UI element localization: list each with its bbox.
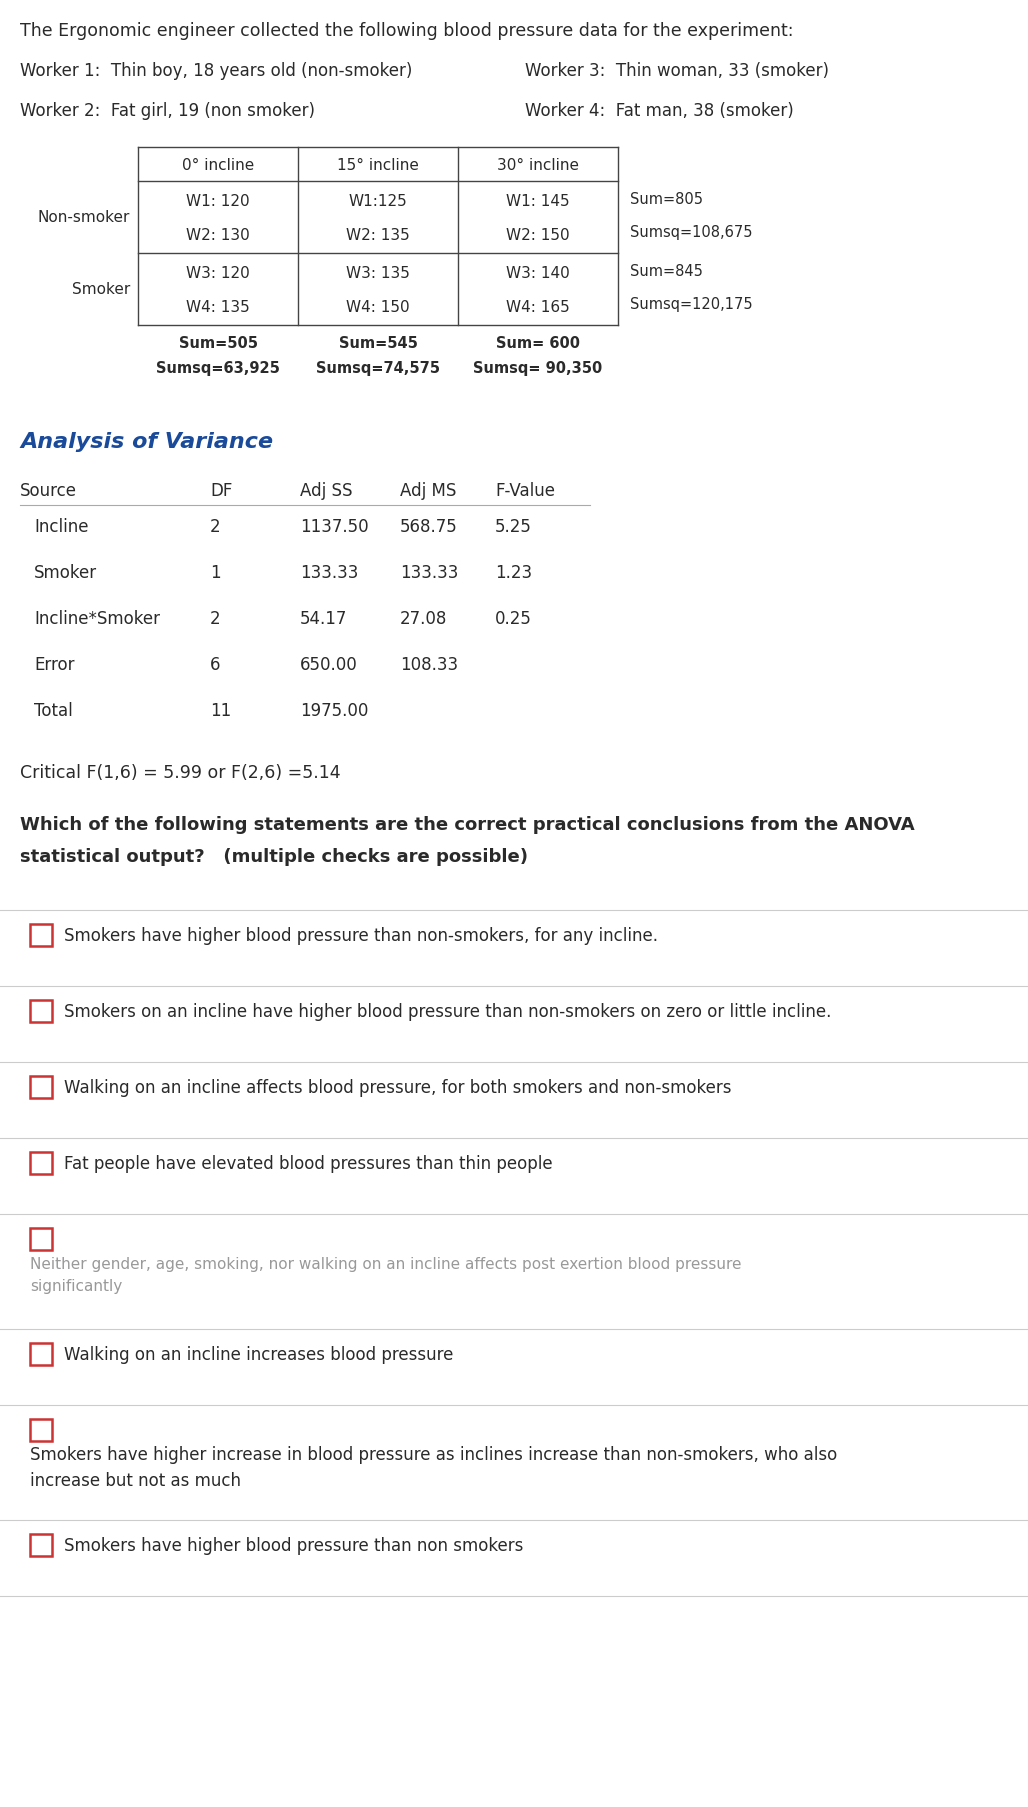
Text: Analysis of Variance: Analysis of Variance <box>20 432 273 452</box>
Text: Adj SS: Adj SS <box>300 482 353 501</box>
Text: Fat people have elevated blood pressures than thin people: Fat people have elevated blood pressures… <box>64 1155 553 1173</box>
Text: statistical output?   (multiple checks are possible): statistical output? (multiple checks are… <box>20 847 528 866</box>
Text: The Ergonomic engineer collected the following blood pressure data for the exper: The Ergonomic engineer collected the fol… <box>20 22 794 40</box>
Text: 650.00: 650.00 <box>300 656 358 674</box>
Text: W2: 135: W2: 135 <box>346 228 410 242</box>
Text: Which of the following statements are the correct practical conclusions from the: Which of the following statements are th… <box>20 815 915 833</box>
Text: 5.25: 5.25 <box>495 519 531 535</box>
Text: Worker 4:  Fat man, 38 (smoker): Worker 4: Fat man, 38 (smoker) <box>525 101 794 119</box>
Text: 15° incline: 15° incline <box>337 157 419 172</box>
Bar <box>30 1418 52 1442</box>
Text: Worker 2:  Fat girl, 19 (non smoker): Worker 2: Fat girl, 19 (non smoker) <box>20 101 315 119</box>
Text: 1137.50: 1137.50 <box>300 519 369 535</box>
Text: Sum=805: Sum=805 <box>630 192 703 208</box>
Text: Sum= 600: Sum= 600 <box>495 336 580 351</box>
Text: Smokers have higher increase in blood pressure as inclines increase than non-smo: Smokers have higher increase in blood pr… <box>30 1446 837 1489</box>
Bar <box>30 1001 52 1023</box>
Text: W1: 145: W1: 145 <box>506 193 570 208</box>
Bar <box>30 1077 52 1099</box>
Text: W3: 135: W3: 135 <box>346 266 410 280</box>
Text: Sum=505: Sum=505 <box>179 336 257 351</box>
Text: W2: 150: W2: 150 <box>506 228 570 242</box>
Text: Sumsq=120,175: Sumsq=120,175 <box>630 296 752 311</box>
Text: Smoker: Smoker <box>34 564 97 582</box>
Text: W4: 135: W4: 135 <box>186 300 250 314</box>
Text: 30° incline: 30° incline <box>497 157 579 172</box>
Text: Sum=845: Sum=845 <box>630 264 703 280</box>
Text: 0° incline: 0° incline <box>182 157 254 172</box>
Text: 133.33: 133.33 <box>300 564 359 582</box>
Text: Sumsq=74,575: Sumsq=74,575 <box>316 360 440 376</box>
Text: DF: DF <box>210 482 232 501</box>
Text: W4: 150: W4: 150 <box>346 300 410 314</box>
Text: Source: Source <box>20 482 77 501</box>
Text: W3: 140: W3: 140 <box>506 266 570 280</box>
Text: 1975.00: 1975.00 <box>300 701 368 719</box>
Text: W4: 165: W4: 165 <box>506 300 570 314</box>
Text: 2: 2 <box>210 519 221 535</box>
Text: 27.08: 27.08 <box>400 609 447 627</box>
Text: 1: 1 <box>210 564 221 582</box>
Bar <box>30 1229 52 1250</box>
Text: W1:125: W1:125 <box>348 193 407 208</box>
Text: Smokers have higher blood pressure than non smokers: Smokers have higher blood pressure than … <box>64 1536 523 1554</box>
Text: Total: Total <box>34 701 73 719</box>
Text: 54.17: 54.17 <box>300 609 347 627</box>
Text: W3: 120: W3: 120 <box>186 266 250 280</box>
Text: Sumsq=108,675: Sumsq=108,675 <box>630 224 752 239</box>
Text: Adj MS: Adj MS <box>400 482 456 501</box>
Text: Sum=545: Sum=545 <box>338 336 417 351</box>
Text: Non-smoker: Non-smoker <box>38 210 130 226</box>
Text: Sumsq=63,925: Sumsq=63,925 <box>156 360 280 376</box>
Text: 2: 2 <box>210 609 221 627</box>
Text: Incline: Incline <box>34 519 88 535</box>
Bar <box>30 1343 52 1366</box>
Text: Incline*Smoker: Incline*Smoker <box>34 609 160 627</box>
Text: Smokers have higher blood pressure than non-smokers, for any incline.: Smokers have higher blood pressure than … <box>64 927 658 945</box>
Bar <box>30 925 52 947</box>
Text: Error: Error <box>34 656 74 674</box>
Text: 1.23: 1.23 <box>495 564 533 582</box>
Text: Critical F(1,6) = 5.99 or F(2,6) =5.14: Critical F(1,6) = 5.99 or F(2,6) =5.14 <box>20 764 340 782</box>
Text: 108.33: 108.33 <box>400 656 458 674</box>
Text: F-Value: F-Value <box>495 482 555 501</box>
Text: W1: 120: W1: 120 <box>186 193 250 208</box>
Text: Sumsq= 90,350: Sumsq= 90,350 <box>473 360 602 376</box>
Text: Worker 3:  Thin woman, 33 (smoker): Worker 3: Thin woman, 33 (smoker) <box>525 61 829 80</box>
Text: Neither gender, age, smoking, nor walking on an incline affects post exertion bl: Neither gender, age, smoking, nor walkin… <box>30 1256 741 1294</box>
Text: Smokers on an incline have higher blood pressure than non-smokers on zero or lit: Smokers on an incline have higher blood … <box>64 1003 832 1021</box>
Text: Walking on an incline affects blood pressure, for both smokers and non-smokers: Walking on an incline affects blood pres… <box>64 1079 732 1097</box>
Text: 6: 6 <box>210 656 220 674</box>
Text: 133.33: 133.33 <box>400 564 458 582</box>
Text: 11: 11 <box>210 701 231 719</box>
Text: W2: 130: W2: 130 <box>186 228 250 242</box>
Bar <box>30 1534 52 1556</box>
Bar <box>30 1153 52 1175</box>
Text: 568.75: 568.75 <box>400 519 457 535</box>
Text: 0.25: 0.25 <box>495 609 531 627</box>
Text: Smoker: Smoker <box>72 282 130 298</box>
Text: Walking on an incline increases blood pressure: Walking on an incline increases blood pr… <box>64 1344 453 1362</box>
Text: Worker 1:  Thin boy, 18 years old (non-smoker): Worker 1: Thin boy, 18 years old (non-sm… <box>20 61 412 80</box>
